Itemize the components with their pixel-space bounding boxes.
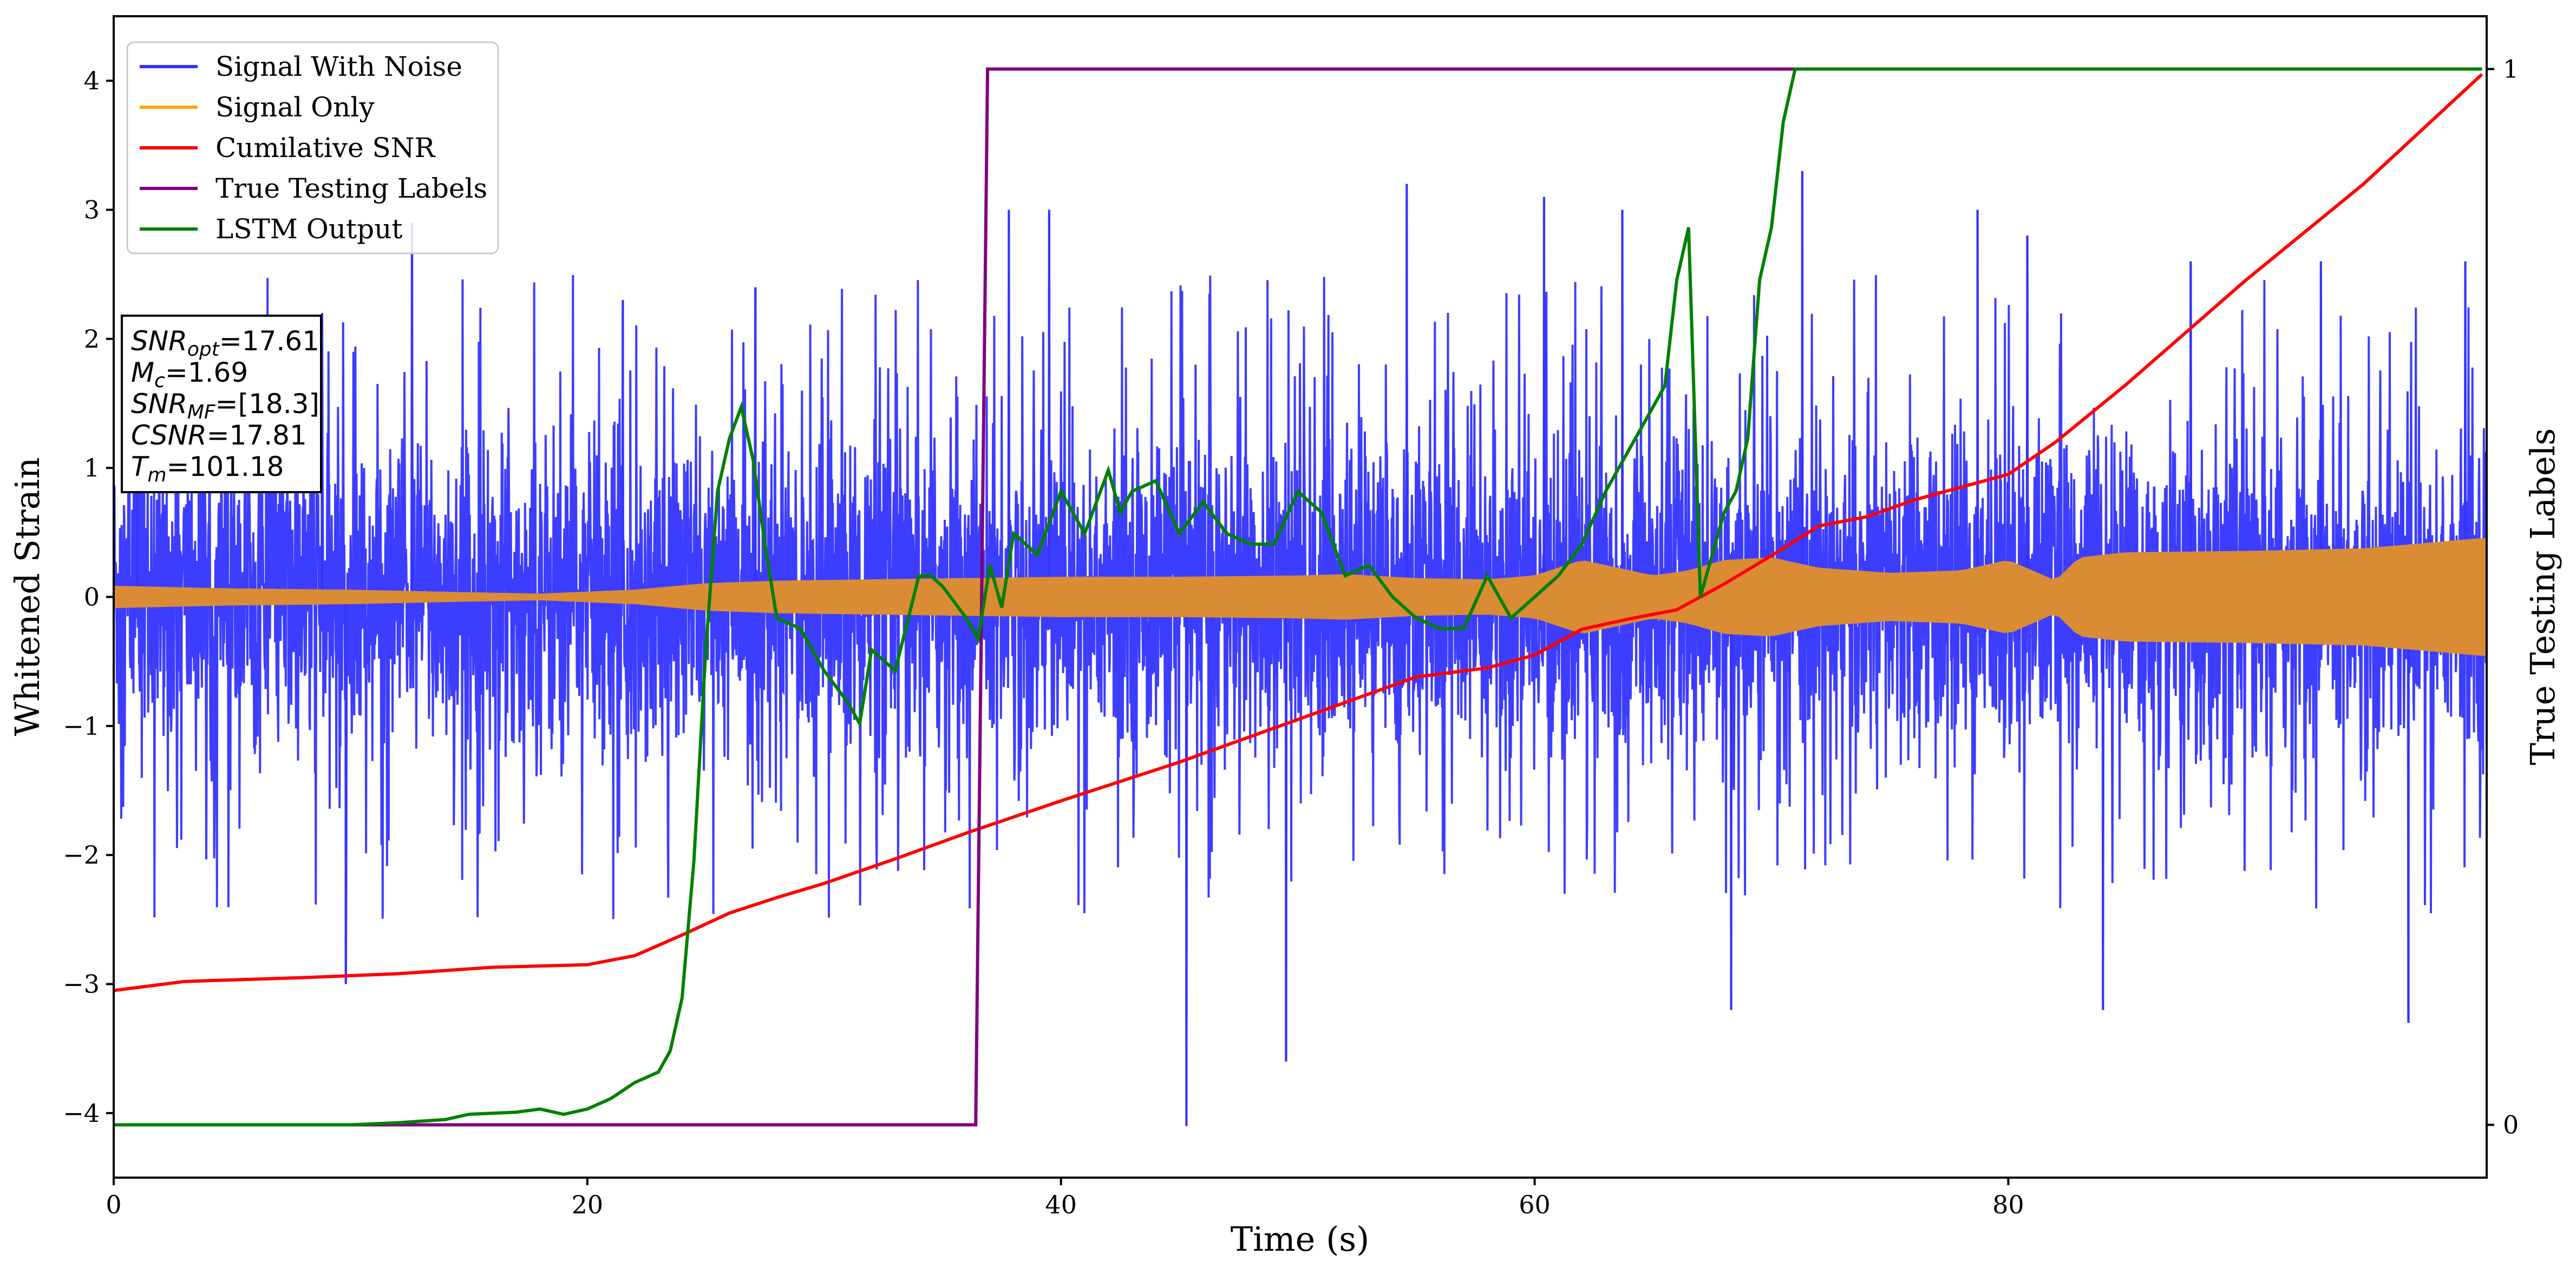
legend-label-cumilative-snr: Cumilative SNR	[215, 132, 435, 164]
info-box: SNRopt=17.61Mc=1.69SNRMF=[18.3]CSNR=17.8…	[121, 315, 322, 493]
x-axis-label: Time (s)	[1231, 1219, 1370, 1259]
true-testing-labels-line	[114, 67, 2482, 1127]
info-line-snr-mf: SNRMF=[18.3]	[131, 388, 319, 423]
x-axis-ticks: 0 20 40 60 80	[106, 1178, 2024, 1219]
legend-label-signal-only: Signal Only	[215, 92, 375, 123]
y-tick-label--2: −2	[63, 840, 100, 870]
x-tick-label-60: 60	[1519, 1190, 1551, 1219]
y2-tick-label-0: 0	[2503, 1110, 2519, 1140]
x-tick-label-40: 40	[1045, 1190, 1077, 1219]
y-axis-ticks: −4 −3 −2 −1 0 1 2 3 4	[63, 66, 114, 1128]
legend-label-signal-with-noise: Signal With Noise	[215, 51, 462, 82]
y2-axis-ticks: 01	[2487, 55, 2519, 1140]
y-tick-label-4: 4	[84, 66, 100, 95]
info-line-m-c: Mc=1.69	[131, 357, 248, 392]
y-tick-label--4: −4	[63, 1099, 100, 1128]
info-line-t-m: Tm=101.18	[131, 451, 284, 486]
y2-tick-label-1: 1	[2503, 55, 2519, 84]
info-line-snr-opt: SNRopt=17.61	[131, 325, 319, 361]
cumilative-snr-line	[114, 73, 2483, 992]
lstm-output-line	[114, 67, 2482, 1127]
legend-box	[126, 41, 499, 254]
legend: Signal With Noise Signal Only Cumilative S…	[126, 41, 499, 254]
y2-axis-label: True Testing Labels	[2523, 428, 2562, 766]
y-tick-label-3: 3	[84, 195, 100, 225]
y-axis-label: Whitened Strain	[8, 458, 47, 736]
plot-area	[114, 67, 2487, 1127]
signal-only-envelope	[114, 538, 2487, 656]
x-tick-label-20: 20	[572, 1190, 604, 1219]
x-tick-label-0: 0	[106, 1190, 121, 1219]
legend-label-lstm-output: LSTM Output	[215, 213, 402, 245]
series-signal-only	[114, 538, 2487, 656]
legend-label-true-testing-labels: True Testing Labels	[215, 173, 487, 204]
y-tick-label-0: 0	[84, 583, 100, 612]
y-tick-label--1: −1	[63, 711, 100, 741]
info-line-csnr: CSNR=17.81	[131, 420, 307, 451]
y-tick-label-1: 1	[84, 453, 100, 482]
y-tick-label-2: 2	[84, 324, 100, 354]
series-signal-with-noise	[114, 171, 2487, 1126]
y-tick-label--3: −3	[63, 970, 100, 999]
info-box-frame	[121, 315, 322, 493]
series-lines	[114, 67, 2483, 1127]
x-tick-label-80: 80	[1992, 1190, 2024, 1219]
